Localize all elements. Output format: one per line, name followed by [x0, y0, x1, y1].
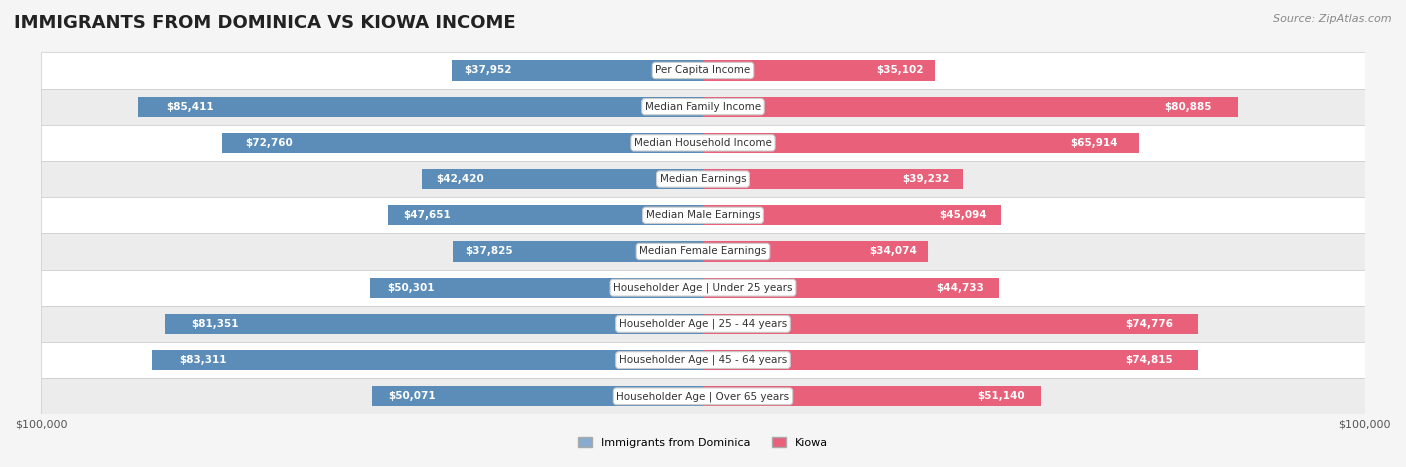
Legend: Immigrants from Dominica, Kiowa: Immigrants from Dominica, Kiowa — [574, 433, 832, 453]
Text: $39,232: $39,232 — [903, 174, 949, 184]
Bar — [371, 386, 703, 406]
Bar — [370, 277, 703, 298]
Bar — [453, 241, 703, 262]
Bar — [703, 133, 1139, 153]
Text: Median Female Earnings: Median Female Earnings — [640, 247, 766, 256]
Bar — [152, 350, 703, 370]
Text: IMMIGRANTS FROM DOMINICA VS KIOWA INCOME: IMMIGRANTS FROM DOMINICA VS KIOWA INCOME — [14, 14, 516, 32]
Text: $74,776: $74,776 — [1125, 319, 1173, 329]
Text: Source: ZipAtlas.com: Source: ZipAtlas.com — [1274, 14, 1392, 24]
Bar — [41, 161, 1365, 197]
Text: $37,952: $37,952 — [464, 65, 512, 76]
Text: $51,140: $51,140 — [977, 391, 1025, 401]
Bar — [222, 133, 703, 153]
Text: $50,301: $50,301 — [387, 283, 434, 293]
Bar — [138, 97, 703, 117]
Bar — [703, 314, 1198, 334]
Bar — [41, 306, 1365, 342]
Text: $35,102: $35,102 — [876, 65, 924, 76]
Bar — [41, 378, 1365, 414]
Text: $74,815: $74,815 — [1126, 355, 1174, 365]
Bar — [703, 277, 1000, 298]
Text: Median Earnings: Median Earnings — [659, 174, 747, 184]
Text: Householder Age | Over 65 years: Householder Age | Over 65 years — [616, 391, 790, 402]
Bar — [41, 89, 1365, 125]
Bar — [41, 52, 1365, 89]
Bar — [703, 350, 1198, 370]
Bar — [703, 169, 963, 189]
Text: $85,411: $85,411 — [166, 102, 214, 112]
Text: $50,071: $50,071 — [388, 391, 436, 401]
Text: $83,311: $83,311 — [179, 355, 226, 365]
Bar — [703, 205, 1001, 226]
Text: Per Capita Income: Per Capita Income — [655, 65, 751, 76]
Text: $81,351: $81,351 — [191, 319, 239, 329]
Bar — [422, 169, 703, 189]
Bar — [41, 234, 1365, 269]
Bar — [703, 97, 1239, 117]
Bar — [41, 342, 1365, 378]
Text: $80,885: $80,885 — [1164, 102, 1212, 112]
Text: Householder Age | Under 25 years: Householder Age | Under 25 years — [613, 283, 793, 293]
Bar — [703, 60, 935, 81]
Bar — [41, 125, 1365, 161]
Text: Median Household Income: Median Household Income — [634, 138, 772, 148]
Bar — [451, 60, 703, 81]
Bar — [165, 314, 703, 334]
Bar — [388, 205, 703, 226]
Bar — [703, 386, 1042, 406]
Text: $44,733: $44,733 — [936, 283, 984, 293]
Text: $65,914: $65,914 — [1070, 138, 1118, 148]
Bar — [41, 269, 1365, 306]
Text: $42,420: $42,420 — [436, 174, 484, 184]
Text: $47,651: $47,651 — [404, 210, 451, 220]
Text: $37,825: $37,825 — [465, 247, 513, 256]
Text: $72,760: $72,760 — [246, 138, 294, 148]
Text: Median Male Earnings: Median Male Earnings — [645, 210, 761, 220]
Text: $34,074: $34,074 — [869, 247, 917, 256]
Bar — [703, 241, 928, 262]
Text: Median Family Income: Median Family Income — [645, 102, 761, 112]
Bar — [41, 197, 1365, 234]
Text: Householder Age | 25 - 44 years: Householder Age | 25 - 44 years — [619, 318, 787, 329]
Text: Householder Age | 45 - 64 years: Householder Age | 45 - 64 years — [619, 355, 787, 365]
Text: $45,094: $45,094 — [939, 210, 987, 220]
